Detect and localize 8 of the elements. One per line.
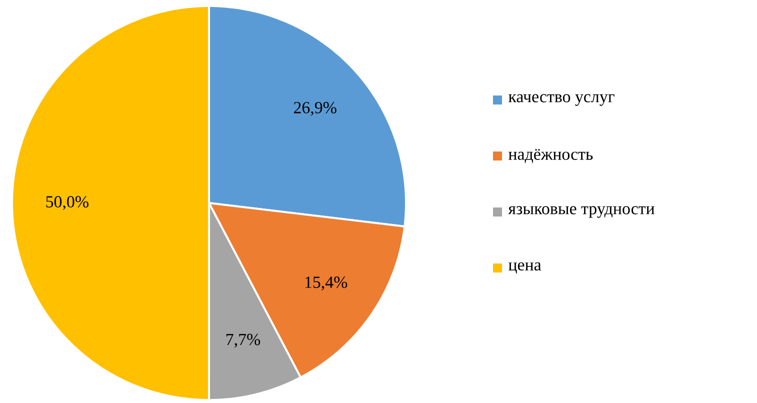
- data-label: 50,0%: [46, 196, 88, 210]
- legend-label: языковые трудности: [508, 206, 654, 218]
- data-label: 26,9%: [294, 102, 336, 116]
- legend-label: цена: [508, 262, 542, 274]
- legend-label: надёжность: [508, 149, 593, 163]
- data-label: 7,7%: [226, 334, 260, 348]
- data-label: 15,4%: [305, 276, 348, 290]
- legend-label: качество услуг: [508, 94, 614, 106]
